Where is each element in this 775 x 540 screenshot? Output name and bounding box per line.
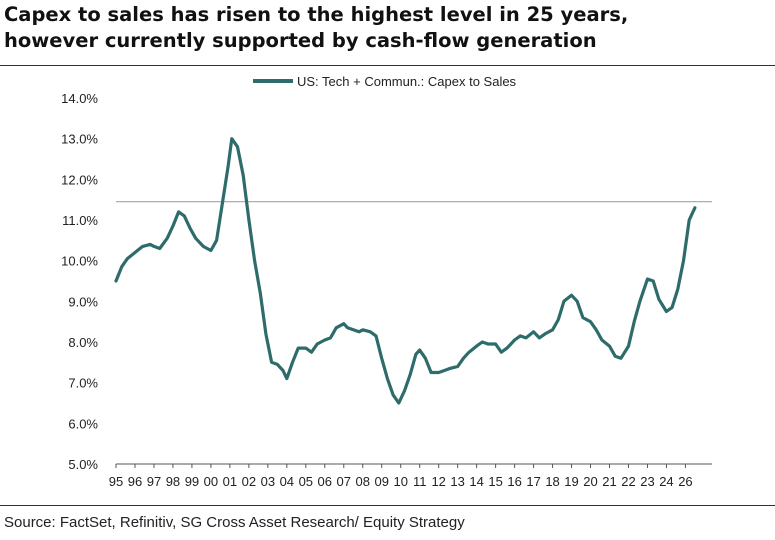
x-tick-label: 98: [166, 474, 180, 489]
x-tick-label: 95: [109, 474, 123, 489]
x-tick-label: 18: [545, 474, 559, 489]
x-tick-label: 12: [431, 474, 445, 489]
x-tick-label: 17: [526, 474, 540, 489]
x-tick-label: 19: [564, 474, 578, 489]
x-tick-label: 23: [640, 474, 654, 489]
y-tick-label: 6.0%: [68, 416, 98, 431]
title-line-1: Capex to sales has risen to the highest …: [4, 3, 629, 26]
x-tick-label: 04: [280, 474, 294, 489]
x-tick-label: 05: [299, 474, 313, 489]
title-line-2: however currently supported by cash-flow…: [4, 29, 597, 52]
x-tick-label: 03: [261, 474, 275, 489]
line-chart: US: Tech + Commun.: Capex to Sales 5.0% 6…: [61, 74, 712, 489]
x-tick-label: 13: [450, 474, 464, 489]
x-tick-label: 00: [204, 474, 218, 489]
series-line: [114, 137, 697, 405]
y-tick-label: 11.0%: [62, 213, 98, 228]
y-tick-label: 5.0%: [68, 457, 98, 472]
x-tick-label: 02: [242, 474, 256, 489]
x-tick-label: 06: [318, 474, 332, 489]
top-divider: [0, 65, 775, 66]
x-tick-label: 20: [583, 474, 597, 489]
x-tick-label: 22: [621, 474, 635, 489]
y-tick-label: 9.0%: [68, 294, 98, 309]
x-tick-label: 96: [128, 474, 142, 489]
y-tick-label: 13.0%: [61, 132, 98, 147]
chart-title: Capex to sales has risen to the highest …: [4, 2, 772, 54]
y-tick-label: 7.0%: [68, 376, 98, 391]
y-tick-label: 8.0%: [68, 335, 98, 350]
x-tick-label: 07: [337, 474, 351, 489]
x-tick-label: 08: [356, 474, 370, 489]
x-tick-label: 11: [413, 474, 427, 489]
y-tick-label: 14.0%: [61, 91, 98, 106]
plot-area: 5.0% 6.0% 7.0% 8.0% 9.0% 10.0% 11.0% 12.0% 13.0%…: [61, 91, 712, 489]
x-tick-label: 10: [393, 474, 407, 489]
x-tick-label: 15: [488, 474, 502, 489]
x-tick-label: 26: [678, 474, 692, 489]
x-tick-label: 99: [185, 474, 199, 489]
bottom-divider: [0, 505, 775, 506]
x-tick-label: 09: [374, 474, 388, 489]
y-tick-label: 12.0%: [61, 172, 98, 187]
x-tick-label: 24: [659, 474, 673, 489]
legend-label: US: Tech + Commun.: Capex to Sales: [297, 74, 517, 89]
source-note: Source: FactSet, Refinitiv, SG Cross Ass…: [4, 514, 465, 531]
x-tick-label: 16: [507, 474, 521, 489]
x-tick-label: 21: [602, 474, 616, 489]
y-tick-label: 10.0%: [61, 254, 98, 269]
legend: US: Tech + Commun.: Capex to Sales: [253, 74, 517, 89]
x-tick-label: 14: [469, 474, 483, 489]
x-tick-label: 97: [147, 474, 161, 489]
x-tick-label: 01: [223, 474, 237, 489]
